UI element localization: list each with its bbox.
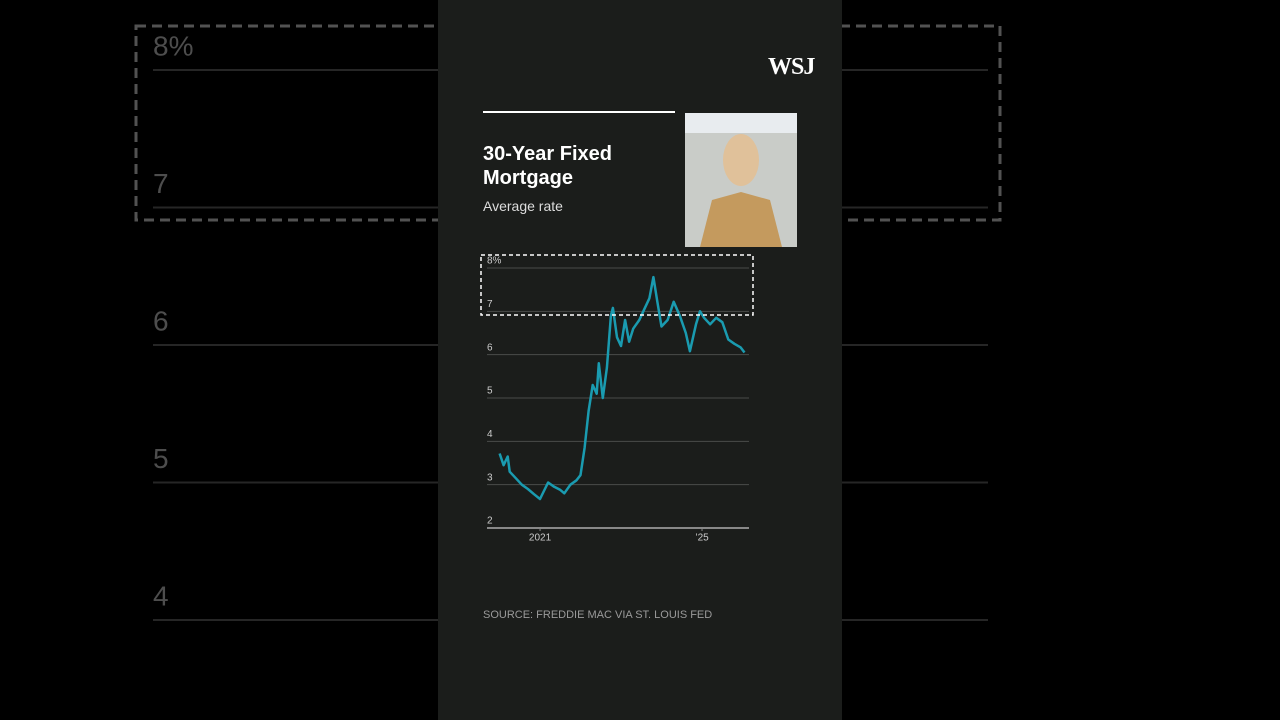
x-tick-label: 2021 bbox=[529, 533, 552, 544]
background-tick-label: 6 bbox=[153, 305, 169, 336]
y-tick-label: 2 bbox=[487, 516, 493, 527]
brand-logo: WSJ bbox=[768, 54, 815, 80]
photo-ceiling bbox=[685, 113, 797, 133]
y-tick-label: 8% bbox=[487, 256, 502, 267]
background-tick-label: 5 bbox=[153, 443, 169, 474]
x-tick-label: ’25 bbox=[695, 533, 709, 544]
background-tick-label: 7 bbox=[153, 168, 169, 199]
y-tick-label: 5 bbox=[487, 386, 493, 397]
source: SOURCE: FREDDIE MAC VIA ST. LOUIS FED bbox=[483, 609, 713, 621]
photo-person bbox=[700, 192, 782, 247]
y-tick-label: 7 bbox=[487, 299, 493, 310]
chart-title: 30-Year Fixed Mortgage bbox=[483, 143, 612, 189]
chart-subtitle: Average rate bbox=[483, 198, 563, 214]
background-tick-label: 8% bbox=[153, 30, 193, 61]
y-tick-label: 3 bbox=[487, 472, 493, 483]
photo-face bbox=[723, 134, 759, 186]
y-tick-label: 6 bbox=[487, 342, 493, 353]
y-tick-label: 4 bbox=[487, 429, 493, 440]
highlight-box bbox=[480, 254, 754, 316]
background-tick-label: 4 bbox=[153, 580, 169, 611]
